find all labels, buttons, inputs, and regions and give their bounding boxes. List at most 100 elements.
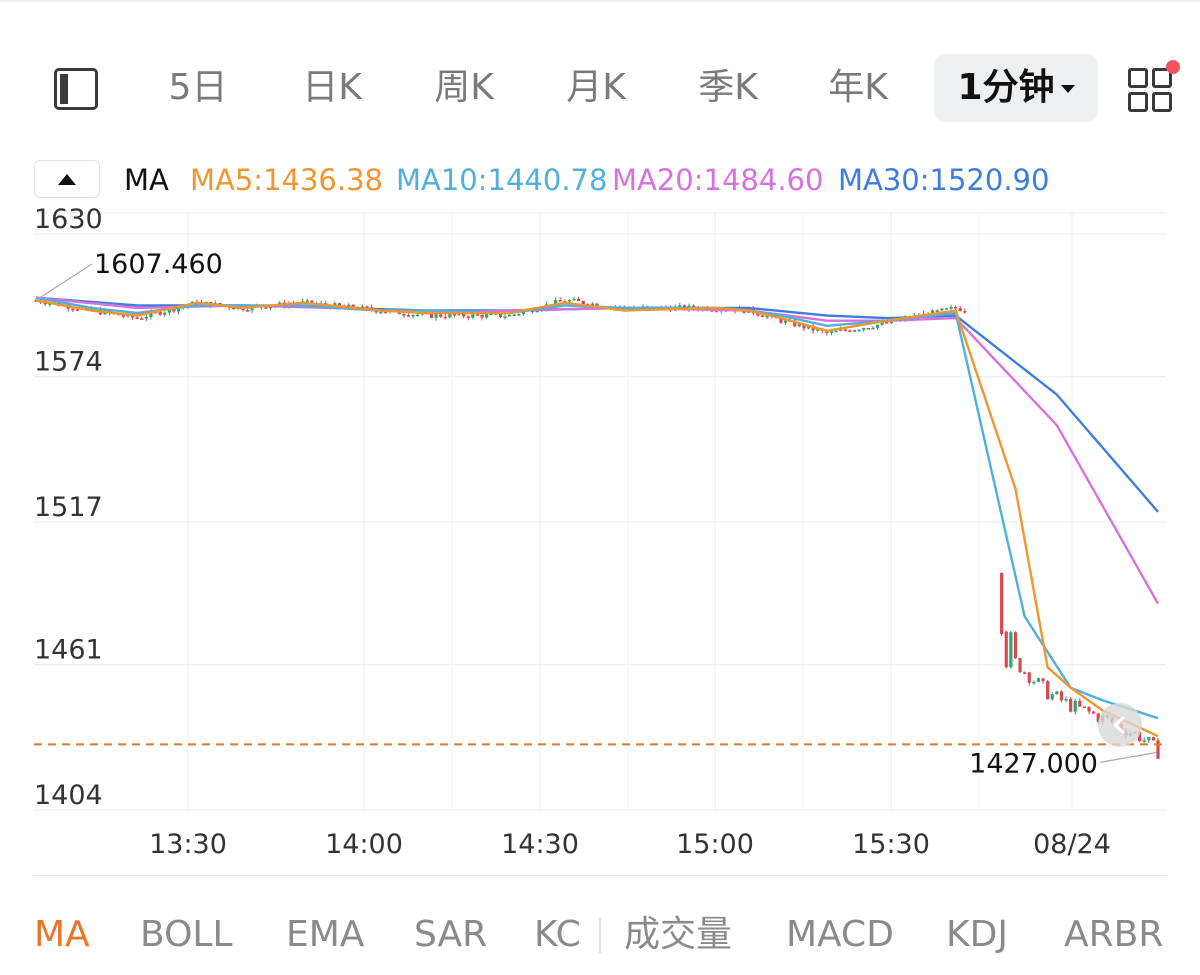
candle-body — [1087, 707, 1091, 712]
x-tick-label: 14:30 — [501, 829, 579, 860]
candle-body — [144, 317, 148, 319]
scroll-back-circle — [1098, 703, 1142, 747]
candle-body — [411, 314, 415, 317]
candle-body — [429, 313, 434, 318]
ma5-value: MA5:1436.38 — [190, 163, 384, 197]
candle-body — [383, 311, 388, 314]
candlestick-chart[interactable]: 1607.460 1427.000 1630 1574 1517 1461 1404 13… — [0, 205, 1200, 875]
indicator-volume[interactable]: 成交量 — [624, 914, 733, 955]
candle-body — [806, 325, 811, 329]
tab-1min-dropdown[interactable]: 1分钟 — [934, 54, 1098, 122]
notification-dot — [1166, 60, 1180, 74]
candle-body — [880, 322, 884, 325]
candle-body — [1018, 658, 1022, 673]
candle-body — [1041, 678, 1045, 682]
tab-yearly-k[interactable]: 年K — [828, 67, 888, 108]
chevron-left-icon — [1112, 715, 1125, 735]
tab-monthly-k[interactable]: 月K — [566, 67, 626, 108]
tab-quarterly-k[interactable]: 季K — [698, 67, 758, 108]
candle-body — [949, 306, 953, 309]
candle-body — [1096, 713, 1100, 722]
candle-body — [797, 324, 801, 327]
candle-body — [508, 314, 512, 317]
candle-body — [1142, 740, 1146, 742]
indicator-macd[interactable]: MACD — [786, 914, 894, 955]
ma-line-ma5 — [35, 299, 1159, 738]
candle-body — [448, 313, 452, 318]
candle-body — [305, 300, 309, 303]
ma-line-ma30 — [35, 296, 1159, 513]
candle-body — [268, 306, 273, 309]
layout-frame — [54, 68, 98, 110]
grid-cell — [1152, 92, 1172, 112]
candle-body — [1032, 681, 1036, 684]
candle-body — [581, 301, 585, 305]
ma-line-ma10 — [35, 296, 1159, 720]
y-tick-label: 1574 — [34, 347, 103, 378]
candle-body — [264, 307, 268, 309]
candle-body — [163, 312, 167, 315]
x-tick-label: 15:30 — [852, 829, 930, 860]
candle-body — [935, 310, 939, 312]
indicator-boll[interactable]: BOLL — [140, 914, 233, 955]
candle-body — [852, 330, 857, 332]
candle-body — [135, 317, 139, 319]
candle-body — [793, 320, 797, 327]
candle-body — [1009, 632, 1013, 668]
candle-body — [416, 314, 420, 317]
candle-body — [462, 312, 466, 317]
indicator-sar[interactable]: SAR — [414, 914, 488, 955]
candle-body — [834, 330, 838, 333]
indicator-kc[interactable]: KC — [534, 914, 581, 955]
layout-toggle-icon[interactable] — [52, 66, 98, 110]
indicator-arbr[interactable]: ARBR — [1064, 914, 1164, 955]
candle-body — [1078, 700, 1082, 707]
grid-menu-icon[interactable] — [1128, 60, 1180, 114]
collapse-button[interactable] — [34, 160, 100, 198]
candle-body — [452, 313, 457, 316]
scroll-back-button[interactable] — [1098, 703, 1142, 747]
candle-body — [1151, 737, 1156, 741]
top-divider — [0, 0, 1200, 2]
candle-body — [503, 316, 507, 318]
candle-body — [963, 311, 967, 313]
y-tick-label: 1517 — [34, 492, 103, 523]
candle-body — [678, 305, 682, 307]
candle-body — [471, 314, 475, 318]
candle-body — [489, 313, 493, 316]
high-label-leader — [35, 263, 93, 301]
chart-overlay: 1607.460 1427.000 — [34, 249, 1166, 779]
candle-body — [75, 309, 79, 311]
candle-body — [954, 306, 958, 309]
low-price-label: 1427.000 — [969, 748, 1098, 779]
candle-body — [572, 298, 576, 301]
tab-weekly-k[interactable]: 周K — [434, 67, 494, 108]
candle-body — [1027, 672, 1031, 683]
candle-body — [554, 300, 558, 306]
y-tick-label: 1461 — [34, 635, 103, 666]
indicator-ema[interactable]: EMA — [286, 914, 365, 955]
candle-body — [558, 300, 562, 302]
candle-body — [535, 310, 539, 313]
tab-1min-label: 1分钟 — [957, 67, 1055, 108]
candle-body — [843, 329, 847, 331]
candle-body — [245, 310, 250, 312]
candle-body — [595, 303, 599, 307]
tab-5d[interactable]: 5日 — [168, 67, 228, 108]
candle-body — [434, 314, 438, 318]
candle-body — [944, 308, 949, 310]
candle-body — [43, 302, 47, 305]
candle-body — [1082, 706, 1087, 708]
indicator-kdj[interactable]: KDJ — [946, 914, 1008, 955]
ma30-value: MA30:1520.90 — [838, 163, 1050, 197]
candles — [34, 296, 1160, 759]
indicator-ma[interactable]: MA — [34, 914, 90, 955]
candle-body — [1023, 672, 1027, 674]
candle-body — [590, 303, 595, 306]
high-price-label: 1607.460 — [94, 249, 223, 280]
tab-daily-k[interactable]: 日K — [302, 67, 362, 108]
candle-body — [167, 308, 171, 313]
candle-body — [958, 308, 962, 312]
candle-body — [862, 328, 866, 330]
candle-body — [517, 314, 521, 316]
